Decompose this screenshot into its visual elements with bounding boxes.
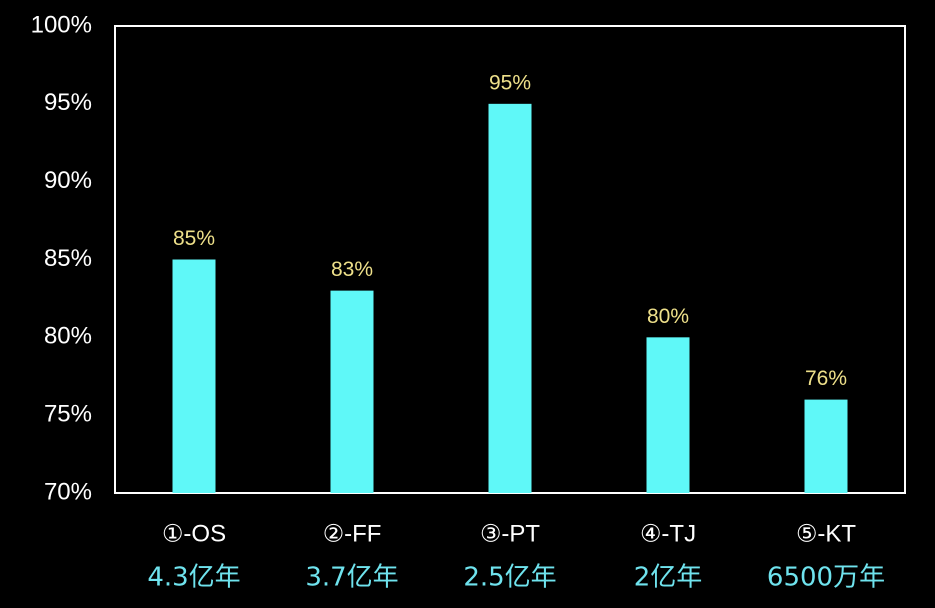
bar xyxy=(330,290,374,493)
x-tick-label: ①-OS xyxy=(162,520,226,547)
x-sub-label: 2.5亿年 xyxy=(463,563,556,593)
x-sub-label: 2亿年 xyxy=(634,563,703,593)
bar xyxy=(172,259,216,493)
x-sub-label: 3.7亿年 xyxy=(305,563,398,593)
y-tick-label: 70% xyxy=(44,478,92,505)
x-sub-label: 4.3亿年 xyxy=(147,563,240,593)
y-tick-label: 85% xyxy=(44,245,92,272)
value-label: 80% xyxy=(647,305,689,328)
y-tick-label: 80% xyxy=(44,323,92,350)
bar xyxy=(646,337,690,493)
x-tick-label: ③-PT xyxy=(480,520,541,547)
y-tick-label: 75% xyxy=(44,401,92,428)
value-label: 76% xyxy=(805,367,847,390)
y-tick-label: 100% xyxy=(31,11,92,38)
bar xyxy=(488,103,532,493)
bar xyxy=(804,399,848,493)
x-tick-label: ⑤-KT xyxy=(796,520,857,547)
value-label: 83% xyxy=(331,258,373,281)
x-sub-label: 6500万年 xyxy=(767,563,885,593)
value-label: 85% xyxy=(173,227,215,250)
x-tick-label: ④-TJ xyxy=(640,520,696,547)
y-tick-label: 95% xyxy=(44,89,92,116)
value-label: 95% xyxy=(489,71,531,94)
y-tick-label: 90% xyxy=(44,167,92,194)
x-tick-label: ②-FF xyxy=(323,520,382,547)
